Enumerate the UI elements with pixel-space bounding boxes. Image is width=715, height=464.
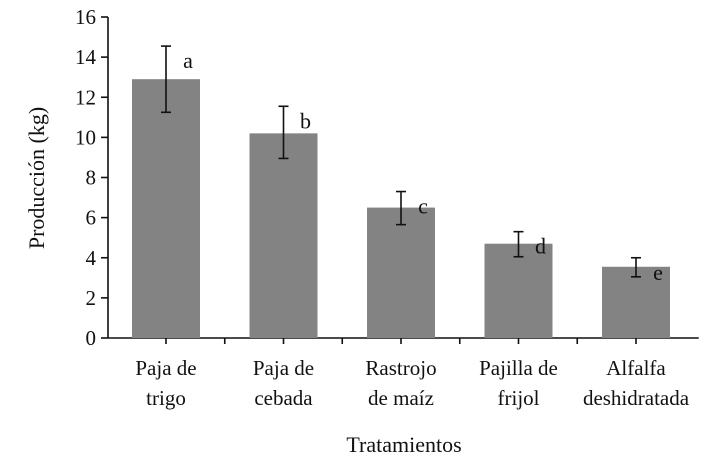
- y-tick-label: 16: [75, 5, 96, 29]
- significance-label: a: [183, 48, 193, 73]
- y-tick-label: 12: [75, 85, 96, 109]
- x-axis: Paja de trigo Paja de cebada Rastrojo de maíz…: [108, 337, 699, 410]
- x-tick-label: Alfalfa: [606, 356, 666, 380]
- y-tick-label: 10: [75, 125, 96, 149]
- y-tick-label: 14: [75, 45, 97, 69]
- bars: [132, 79, 670, 338]
- x-tick-label: trigo: [146, 386, 186, 410]
- x-tick-label: Paja de: [253, 356, 314, 380]
- x-tick-label: cebada: [254, 386, 313, 410]
- x-tick-label: Pajilla de: [479, 356, 558, 380]
- x-tick-label: de maíz: [368, 386, 434, 410]
- y-tick-label: 2: [86, 286, 97, 310]
- y-axis: 0 2 4 6 8 10 12 14 16: [75, 5, 109, 350]
- y-axis-title: Producción (kg): [24, 107, 49, 249]
- significance-labels: a b c d e: [183, 48, 663, 285]
- y-tick-label: 4: [86, 246, 97, 270]
- x-tick-label: Rastrojo: [365, 356, 436, 380]
- x-tick-label: frijol: [498, 386, 540, 410]
- x-tick-label: deshidratada: [583, 386, 690, 410]
- y-tick-label: 6: [86, 206, 97, 230]
- y-tick-label: 8: [86, 166, 97, 190]
- bar: [602, 266, 670, 338]
- bar: [367, 207, 435, 338]
- significance-label: c: [418, 194, 428, 219]
- significance-label: e: [653, 260, 663, 285]
- significance-label: d: [535, 234, 546, 259]
- bar: [484, 243, 553, 338]
- error-bars: [161, 45, 641, 278]
- x-tick-label: Paja de: [135, 356, 196, 380]
- significance-label: b: [300, 108, 311, 133]
- bar: [132, 79, 200, 338]
- x-axis-title: Tratamientos: [346, 432, 461, 457]
- bar: [249, 133, 318, 338]
- y-tick-label: 0: [86, 326, 97, 350]
